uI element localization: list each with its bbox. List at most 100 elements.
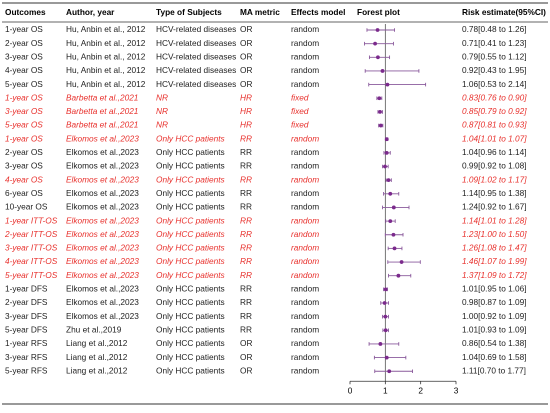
point-estimate: [378, 342, 383, 346]
risk-estimate: 0.92[0.43 to 1.95]: [462, 65, 527, 75]
outcome-cell: 5-year ITT-OS: [5, 270, 58, 280]
subjects-cell: Only HCC patients: [156, 338, 225, 348]
author-cell: Hu, Anbin et al., 2012: [66, 38, 146, 48]
author-cell: Hu, Anbin et al., 2012: [66, 79, 146, 89]
model-cell: random: [291, 270, 319, 280]
model-cell: random: [291, 338, 319, 348]
outcome-cell: 4-year OS: [5, 174, 43, 184]
author-cell: Elkomos et al.,2023: [66, 270, 139, 280]
model-cell: random: [291, 174, 319, 184]
subjects-cell: Only HCC patients: [156, 133, 225, 143]
metric-cell: RR: [240, 147, 252, 157]
metric-cell: RR: [240, 188, 252, 198]
metric-cell: OR: [240, 38, 252, 48]
risk-estimate: 1.11[0.70 to 1.77]: [462, 365, 526, 375]
subjects-cell: Only HCC patients: [156, 188, 225, 198]
subjects-cell: Only HCC patients: [156, 284, 225, 294]
metric-cell: OR: [240, 338, 252, 348]
x-tick-label: 0: [348, 385, 353, 395]
point-estimate: [388, 219, 393, 224]
subjects-cell: Only HCC patients: [156, 161, 225, 171]
risk-estimate: 0.78[0.48 to 1.26]: [462, 24, 527, 34]
model-cell: random: [291, 284, 319, 294]
metric-cell: OR: [240, 352, 252, 362]
author-cell: Elkomos et al.,2023: [66, 133, 139, 143]
author-cell: Hu, Anbin et al., 2012: [66, 51, 146, 61]
metric-cell: RR: [240, 256, 252, 266]
outcome-cell: 1-year ITT-OS: [5, 215, 58, 225]
point-estimate: [399, 260, 404, 264]
metric-cell: RR: [240, 161, 252, 171]
point-estimate: [384, 137, 389, 142]
metric-cell: OR: [240, 51, 252, 61]
subjects-cell: Only HCC patients: [156, 311, 225, 321]
subjects-cell: HCV-related diseases: [156, 79, 236, 89]
subjects-cell: Only HCC patients: [156, 324, 225, 334]
metric-cell: RR: [240, 215, 252, 225]
risk-estimate: 1.04[1.01 to 1.07]: [462, 133, 527, 143]
point-estimate: [383, 314, 388, 319]
author-cell: Liang et al.,2012: [66, 352, 128, 362]
risk-estimate: 1.24[0.92 to 1.67]: [462, 202, 527, 212]
metric-cell: RR: [240, 297, 252, 307]
subjects-cell: Only HCC patients: [156, 215, 225, 225]
outcome-cell: 1-year DFS: [5, 284, 48, 294]
subjects-cell: Only HCC patients: [156, 256, 225, 266]
outcome-cell: 1-year RFS: [5, 338, 48, 348]
point-estimate: [378, 123, 383, 128]
risk-estimate: 1.04[0.96 to 1.14]: [462, 147, 527, 157]
outcome-cell: 5-year OS: [5, 120, 43, 130]
outcome-cell: 3-year DFS: [5, 311, 48, 321]
subjects-cell: HCV-related diseases: [156, 24, 236, 34]
metric-cell: HR: [240, 120, 252, 130]
subjects-cell: Only HCC patients: [156, 297, 225, 307]
risk-estimate: 1.14[0.95 to 1.38]: [462, 188, 527, 198]
metric-cell: OR: [240, 65, 252, 75]
outcome-cell: 2-year DFS: [5, 297, 48, 307]
metric-cell: RR: [240, 174, 252, 184]
risk-estimate: 0.85[0.79 to 0.92]: [462, 106, 527, 116]
x-tick-label: 1: [383, 385, 388, 395]
risk-estimate: 0.79[0.55 to 1.12]: [462, 51, 527, 61]
point-estimate: [383, 328, 388, 333]
point-estimate: [375, 28, 380, 32]
outcome-cell: 5-year OS: [5, 79, 43, 89]
subjects-cell: Only HCC patients: [156, 352, 225, 362]
point-estimate: [380, 69, 385, 73]
model-cell: random: [291, 324, 319, 334]
outcome-cell: 4-year OS: [5, 65, 43, 75]
model-cell: random: [291, 243, 319, 253]
metric-cell: RR: [240, 284, 252, 294]
subjects-cell: NR: [156, 120, 168, 130]
x-tick-label: 2: [418, 385, 423, 395]
subjects-cell: HCV-related diseases: [156, 51, 236, 61]
point-estimate: [392, 246, 397, 251]
outcome-cell: 1-year OS: [5, 133, 43, 143]
risk-estimate: 0.87[0.81 to 0.93]: [462, 120, 527, 130]
model-cell: random: [291, 215, 319, 225]
outcome-cell: 3-year OS: [5, 51, 43, 61]
point-estimate: [387, 369, 392, 374]
column-header: Effects model: [291, 7, 345, 17]
outcome-cell: 3-year OS: [5, 106, 43, 116]
subjects-cell: Only HCC patients: [156, 202, 225, 212]
outcome-cell: 4-year ITT-OS: [5, 256, 58, 266]
point-estimate: [383, 287, 388, 292]
outcome-cell: 6-year OS: [5, 188, 43, 198]
outcome-cell: 3-year ITT-OS: [5, 243, 58, 253]
metric-cell: HR: [240, 106, 252, 116]
risk-estimate: 0.98[0.87 to 1.09]: [462, 297, 527, 307]
model-cell: fixed: [291, 106, 309, 116]
author-cell: Barbetta et al.,2021: [66, 92, 138, 102]
author-cell: Elkomos et al.,2023: [66, 147, 139, 157]
metric-cell: RR: [240, 133, 252, 143]
point-estimate: [377, 96, 382, 101]
metric-cell: RR: [240, 243, 252, 253]
risk-estimate: 1.00[0.92 to 1.09]: [462, 311, 527, 321]
risk-estimate: 1.26[1.08 to 1.47]: [462, 243, 527, 253]
model-cell: random: [291, 256, 319, 266]
author-cell: Elkomos et al.,2023: [66, 243, 139, 253]
metric-cell: OR: [240, 79, 252, 89]
metric-cell: RR: [240, 270, 252, 280]
subjects-cell: HCV-related diseases: [156, 65, 236, 75]
